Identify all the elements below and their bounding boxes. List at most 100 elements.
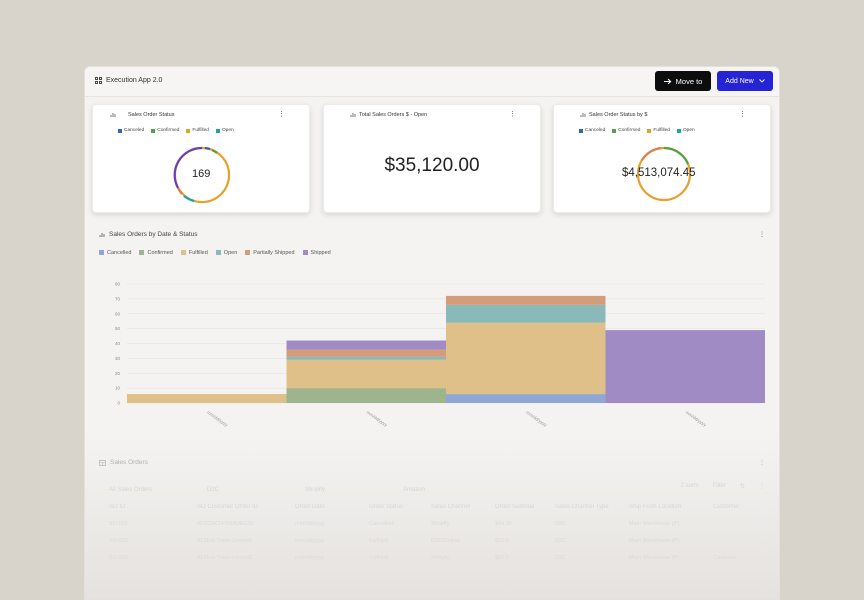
sales-order-status-card: Sales Order Status ⋮ Canceled Confirmed …	[92, 104, 310, 213]
status-by-dollar-card: Sales Order Status by $ ⋮ Canceled Confi…	[553, 104, 771, 213]
table-row[interactable]: SO-003 #Z2Ext-Trade-Lemon2 mm/dd/yyyy Fulfi…	[109, 555, 777, 561]
filter-button[interactable]: Filter	[712, 483, 726, 489]
table-cell	[713, 538, 777, 544]
table-cell: mm/dd/yyyy	[295, 521, 325, 527]
table-cell: Main Warehouse (P)	[629, 555, 680, 561]
chart-legend-label: Open	[223, 250, 238, 256]
column-header[interactable]: SO Customer Order ID	[197, 504, 259, 510]
donut-shipped	[173, 146, 203, 189]
y-tick-label: 10	[115, 386, 121, 391]
column-header[interactable]: Order Date	[295, 504, 325, 510]
card-title: Total Sales Orders $ - Open	[359, 112, 428, 118]
apps-grid-icon	[95, 77, 102, 84]
table-cell: $44.00	[495, 521, 512, 527]
app-window: Execution App 2.0 Move to Add New Sales …	[84, 66, 780, 600]
column-header[interactable]: Order Subtotal	[495, 504, 535, 510]
x-tick-label: mm/dd/yyyy	[206, 410, 229, 428]
chevron-down-icon	[758, 79, 765, 83]
chart-segment	[446, 322, 606, 395]
y-tick-label: 80	[115, 282, 121, 287]
table-cell: Cancelled	[369, 521, 394, 527]
card-menu-icon[interactable]: ⋮	[509, 111, 516, 118]
donut-open	[183, 195, 195, 203]
card-legend: Canceled Confirmed Fulfilled Open	[579, 128, 695, 133]
chart-legend-item: Cancelled	[99, 250, 131, 256]
table-cell: mm/dd/yyyy	[295, 538, 325, 544]
table-cell	[713, 521, 777, 527]
status-donut	[173, 146, 231, 204]
card-menu-icon[interactable]: ⋮	[739, 111, 746, 118]
table-row[interactable]: SO-001 #D2CRCH-SHADE133 mm/dd/yyyy Cancelle…	[109, 521, 777, 527]
chart-segment	[605, 330, 765, 403]
table-cell: Fulfilled	[369, 538, 388, 544]
legend-open: Open	[215, 128, 234, 133]
top-bar: Execution App 2.0 Move to Add New	[85, 67, 779, 97]
donut-confirmed	[663, 146, 690, 165]
move-to-button[interactable]: Move to	[655, 71, 711, 91]
chart-segment	[446, 304, 606, 323]
legend-fulfilled: Fulfilled	[647, 128, 670, 133]
table-cell: D2C	[555, 555, 567, 561]
tab-amazon[interactable]: Amazon	[403, 487, 426, 493]
column-header[interactable]: Sales Channel	[431, 504, 471, 510]
table-cell: SO-001	[109, 521, 128, 527]
chart-legend-item: Open	[215, 250, 238, 256]
card-legend: Canceled Confirmed Fulfilled Open	[118, 128, 234, 133]
column-header[interactable]: SO ID	[109, 504, 126, 510]
chart-segment	[286, 356, 446, 360]
donut-partial	[177, 187, 183, 195]
legend-open: Open	[676, 128, 695, 133]
chart-legend-item: Fulfilled	[180, 250, 208, 256]
chart-legend-label: Partially Shipped	[253, 250, 295, 256]
column-header[interactable]: Sales Channel Type	[555, 504, 609, 510]
table-menu-icon[interactable]: ⋮	[759, 460, 765, 466]
total-open-card: Total Sales Orders $ - Open ⋮ $35,120.00	[323, 104, 541, 213]
card-menu-icon[interactable]: ⋮	[278, 111, 285, 118]
table-cell: #Z2Ext-Trade-Lemon1	[197, 538, 253, 544]
tab-d2c[interactable]: D2C	[207, 487, 220, 493]
legend-confirmed: Confirmed	[151, 128, 179, 133]
column-header[interactable]: Ship From Location	[629, 504, 682, 510]
table-more-icon[interactable]: ⋮	[759, 484, 765, 490]
tab-shopify[interactable]: Shopify	[305, 487, 326, 493]
table-cell: D2C	[555, 521, 567, 527]
chart-menu-icon[interactable]: ⋮	[759, 232, 765, 238]
column-header[interactable]: Customer	[713, 504, 740, 510]
x-tick-label: mm/dd/yyyy	[366, 410, 389, 428]
table-row[interactable]: SO-002 #Z2Ext-Trade-Lemon1 mm/dd/yyyy Fulfi…	[109, 538, 777, 544]
table-cell: mm/dd/yyyy	[295, 555, 325, 561]
chart-segment	[446, 295, 606, 305]
table-cell: SO-002	[109, 538, 128, 544]
donut-canceled	[204, 146, 211, 151]
sort-toggle-icon[interactable]: ⇅	[739, 484, 745, 490]
bar-chart-icon	[110, 113, 116, 117]
donut-center-value: $4,513,074.45	[622, 167, 696, 179]
chart-title: Sales Orders by Date & Status	[109, 231, 198, 238]
y-tick-label: 50	[115, 326, 121, 331]
chart-legend: Cancelled Confirmed Fulfilled Open Partially…	[99, 250, 331, 256]
chart-segment	[286, 359, 446, 389]
table-cell: Main Warehouse (P)	[629, 538, 680, 544]
donut-partial	[641, 146, 662, 161]
y-tick-label: 30	[115, 356, 121, 361]
table-cell: Customer	[713, 555, 737, 561]
y-tick-label: 40	[115, 341, 121, 346]
table-cell: Fulfilled	[369, 555, 388, 561]
tab-all[interactable]: All Sales Orders	[109, 487, 153, 493]
add-new-label: Add New	[725, 77, 754, 85]
fade-overlay	[85, 435, 779, 599]
y-tick-label: 70	[115, 296, 121, 301]
chart-section-title: Sales Orders by Date & Status	[99, 231, 198, 238]
add-new-button[interactable]: Add New	[717, 71, 773, 91]
chart-segment	[127, 394, 287, 403]
table-cell: Shopify	[431, 555, 450, 561]
table-tabs: All Sales Orders D2C Shopify Amazon	[109, 487, 501, 493]
sorts-button[interactable]: 2 sorts	[680, 483, 699, 489]
arrow-right-icon	[663, 78, 672, 84]
table-cell: #Z2Ext-Trade-Lemon2	[197, 555, 253, 561]
dollar-donut	[636, 146, 692, 202]
chart-legend-label: Confirmed	[147, 250, 173, 256]
chart-segment	[286, 349, 446, 357]
chart-legend-item: Confirmed	[139, 250, 173, 256]
column-header[interactable]: Order Status	[369, 504, 404, 510]
